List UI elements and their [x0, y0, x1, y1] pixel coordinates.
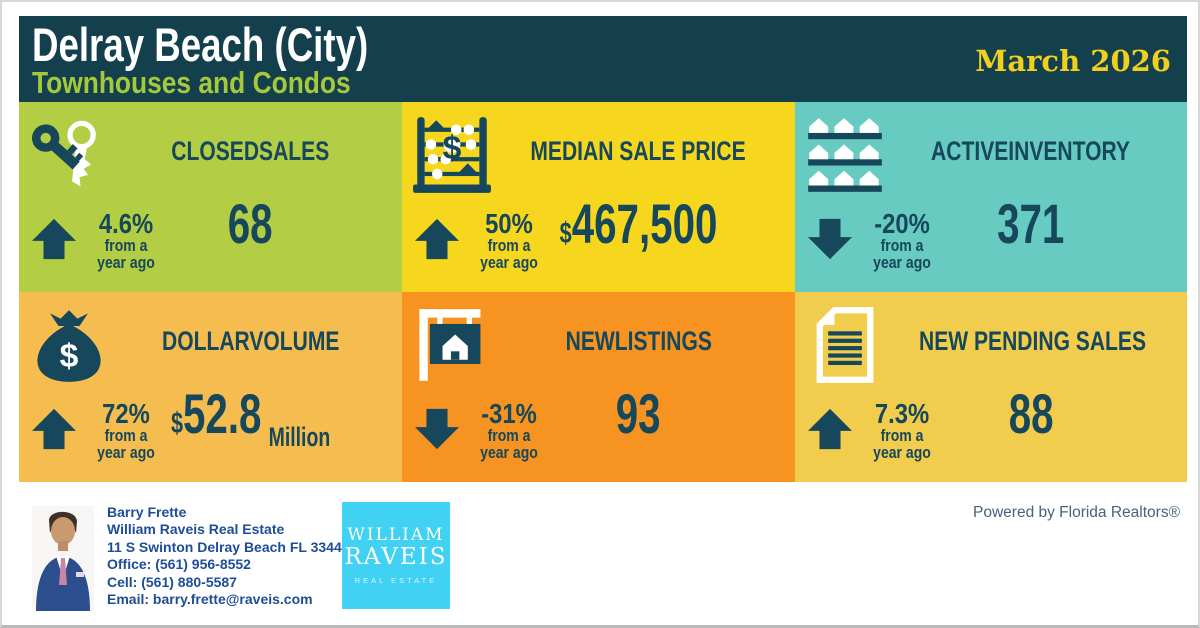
agent-office-phone: Office: (561) 956-8552 — [107, 556, 251, 573]
agent-name: Barry Frette — [107, 504, 187, 520]
logo-line3: REAL ESTATE — [354, 576, 438, 586]
up-arrow-icon — [415, 218, 459, 260]
agent-cell-phone: Cell: (561) 880-5587 — [107, 573, 237, 590]
page-subtitle: Townhouses and Condos — [32, 65, 351, 100]
stat-value: 93 — [616, 382, 661, 445]
change-note-line2: year ago — [97, 253, 155, 272]
report-period: March 2026 — [975, 44, 1171, 78]
change-percent: 72% — [102, 398, 150, 429]
stat-tile-active-inventory: ACTIVEINVENTORY 371 -20% from a year ago — [795, 102, 1187, 292]
change-note-line1: from a — [880, 427, 924, 445]
keys-icon — [29, 115, 109, 195]
down-arrow-icon — [808, 218, 852, 260]
down-arrow-icon — [415, 408, 459, 450]
change-percent: 4.6% — [98, 208, 154, 239]
stat-title: NEW PENDING SALES — [919, 326, 1147, 356]
abacus-icon: $ — [412, 115, 492, 195]
change-note-line1: from a — [104, 237, 148, 255]
change-note-line1: from a — [487, 427, 531, 445]
stat-title: CLOSEDSALES — [171, 136, 330, 166]
stat-tile-new-pending-sales: NEW PENDING SALES 88 7.3% from a year ag… — [795, 292, 1187, 482]
agent-email: Email: barry.frette@raveis.com — [107, 591, 313, 608]
stat-change: 7.3% from a year ago — [855, 400, 949, 462]
inventory-shelves-icon — [805, 115, 885, 195]
stat-title: MEDIAN SALE PRICE — [530, 136, 747, 166]
logo-line2: Raveis — [344, 544, 448, 571]
change-percent: 50% — [485, 208, 533, 239]
dollar-sign: $ — [170, 407, 183, 440]
stats-grid: CLOSEDSALES 68 4.6% from a year ago — [19, 102, 1187, 482]
svg-text:$: $ — [443, 130, 462, 167]
stat-change: -20% from a year ago — [855, 210, 949, 272]
powered-by-text: Powered by Florida Realtors® — [973, 504, 1180, 521]
money-bag-icon: $ — [29, 305, 109, 385]
change-note-line1: from a — [104, 427, 148, 445]
yard-sign-icon — [412, 305, 492, 385]
dollar-sign: $ — [559, 217, 572, 250]
change-percent: 7.3% — [874, 398, 930, 429]
change-note-line2: year ago — [873, 443, 931, 462]
change-note-line2: year ago — [480, 253, 538, 272]
stat-title: DOLLARVOLUME — [161, 326, 340, 356]
stat-tile-new-listings: NEWLISTINGS 93 -31% from a year ago — [402, 292, 795, 482]
logo-line1: William — [347, 524, 445, 545]
stat-value: $467,500 — [559, 192, 718, 255]
agent-company: William Raveis Real Estate — [107, 521, 285, 538]
stat-tile-closed-sales: CLOSEDSALES 68 4.6% from a year ago — [19, 102, 402, 292]
stat-tile-median-sale-price: $ MEDIAN SALE PRICE $467,500 50% from a … — [402, 102, 795, 292]
change-note-line2: year ago — [480, 443, 538, 462]
stat-change: 4.6% from a year ago — [79, 210, 173, 272]
agent-photo — [32, 506, 94, 611]
william-raveis-logo: William Raveis REAL ESTATE — [342, 502, 450, 609]
agent-address: 11 S Swinton Delray Beach FL 33444 — [107, 538, 350, 555]
stat-tile-dollar-volume: $ DOLLARVOLUME $52.8 Million 72% from a y… — [19, 292, 402, 482]
stat-title: NEWLISTINGS — [565, 326, 712, 356]
stat-value: $52.8 Million — [170, 382, 331, 452]
stat-change: 72% from a year ago — [79, 400, 173, 462]
up-arrow-icon — [808, 408, 852, 450]
stat-change: 50% from a year ago — [462, 210, 556, 272]
change-note-line1: from a — [880, 237, 924, 255]
stat-value: 68 — [228, 192, 273, 255]
page-title: Delray Beach (City) — [32, 18, 369, 71]
document-icon — [805, 305, 885, 385]
stat-value: 371 — [997, 192, 1065, 255]
stat-change: -31% from a year ago — [462, 400, 556, 462]
up-arrow-icon — [32, 408, 76, 450]
change-note-line1: from a — [487, 237, 531, 255]
change-note-line2: year ago — [873, 253, 931, 272]
change-percent: -31% — [481, 398, 537, 429]
header-banner: Delray Beach (City) Townhouses and Condo… — [19, 16, 1187, 102]
stat-title: ACTIVEINVENTORY — [931, 136, 1131, 166]
change-note-line2: year ago — [97, 443, 155, 462]
up-arrow-icon — [32, 218, 76, 260]
svg-text:$: $ — [60, 338, 79, 375]
change-percent: -20% — [874, 208, 930, 239]
stat-value: 88 — [1008, 382, 1054, 445]
value-suffix: Million — [268, 422, 331, 452]
agent-contact-block: Barry Frette William Raveis Real Estate … — [107, 504, 350, 608]
